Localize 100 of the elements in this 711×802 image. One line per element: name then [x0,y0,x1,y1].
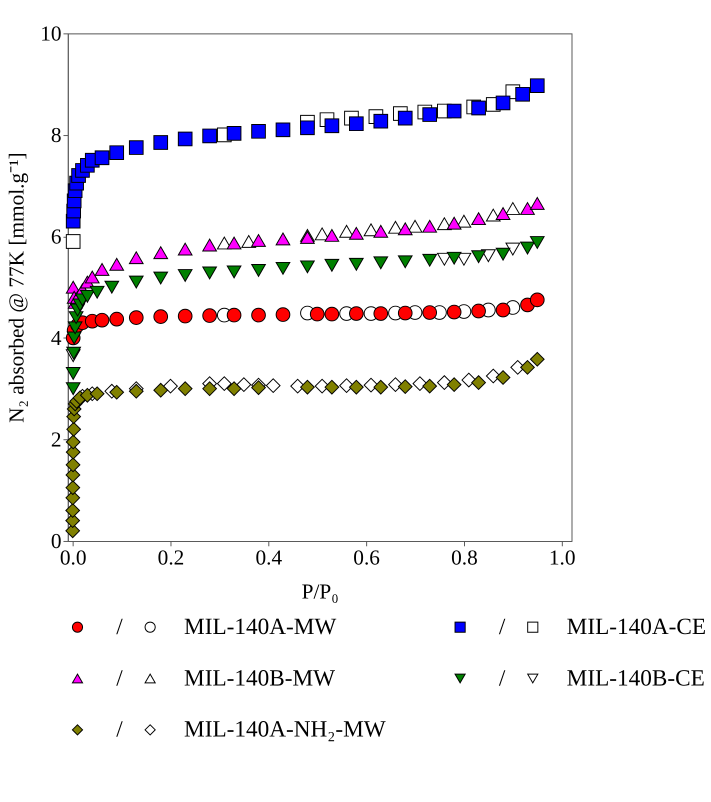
x-tick-label: 0.0 [60,546,86,570]
point [486,208,501,222]
point [398,110,413,126]
point [349,306,364,321]
point [496,370,510,385]
point [324,380,340,394]
x-tick-label: 0.8 [451,546,478,570]
legend-label: MIL-140A-MW [184,614,336,640]
point [496,96,510,110]
point [300,380,315,394]
point [178,269,193,282]
point [446,216,462,230]
y-tick-label: 0 [50,529,62,554]
legend-label: MIL-140B-CE [566,665,705,692]
point [324,118,340,134]
point [496,207,510,220]
point [66,434,81,450]
point [94,150,110,166]
point [373,114,388,129]
point [471,100,486,116]
point [276,232,290,246]
point [446,104,462,118]
point [128,276,144,289]
point [80,290,95,303]
y-tick-label: 2 [50,428,62,452]
point [276,122,290,138]
point [520,202,535,215]
point [94,262,110,276]
point [153,272,168,284]
x-tick-label: 0.2 [158,546,184,570]
point [66,422,82,437]
point [398,222,413,236]
point [202,266,217,280]
point [520,360,535,375]
point [446,252,462,265]
point [66,367,81,380]
point [202,128,217,144]
point [90,386,104,402]
point [398,379,413,394]
point [373,224,388,238]
point [178,381,193,396]
point [202,238,217,252]
point [90,286,104,299]
point [530,78,545,93]
point [226,126,242,141]
point [276,307,290,322]
point [251,234,266,247]
point [202,381,217,396]
point [373,256,388,270]
point [153,246,168,260]
point [520,242,535,254]
text: / [116,665,124,692]
text: / [498,665,506,692]
legend-label: MIL-140B-MW [184,665,336,692]
point [314,227,330,240]
point [373,306,388,321]
point [251,264,266,277]
point [109,258,124,271]
point [66,468,80,482]
point [216,376,232,391]
y-axis-title: N₂ absorbed @ 77K [mmol.g⁻¹] [4,152,29,423]
point [446,304,462,320]
point [300,231,315,244]
point [422,378,438,394]
text: / [498,614,506,640]
point [226,266,242,278]
legend-label: MIL-140A-NH₂-MW [184,716,386,743]
point [496,248,510,261]
point [349,380,364,394]
point [226,308,242,322]
point [456,214,472,228]
x-tick-label: 0.6 [353,546,380,570]
y-tick-label: 10 [40,22,62,46]
point [408,220,422,233]
point [66,457,80,472]
point [505,202,520,215]
point [422,220,438,233]
text: / [116,716,124,743]
point [373,380,388,394]
x-axis-title: P/P₀ [302,580,339,604]
point [398,306,413,320]
point [505,242,520,256]
legend-label: MIL-140A-CE [566,614,706,640]
point [515,86,530,102]
point [471,304,486,318]
point [471,250,486,264]
point [153,135,168,150]
point [109,312,124,326]
point [324,258,340,272]
y-tick-label: 6 [50,224,62,249]
x-tick-label: 1.0 [548,546,576,570]
point [530,196,545,210]
point [300,120,315,136]
point [471,212,486,226]
point [251,124,266,139]
point [388,220,403,234]
point [324,228,340,242]
point [276,262,290,275]
point [446,377,462,392]
point [128,251,144,264]
